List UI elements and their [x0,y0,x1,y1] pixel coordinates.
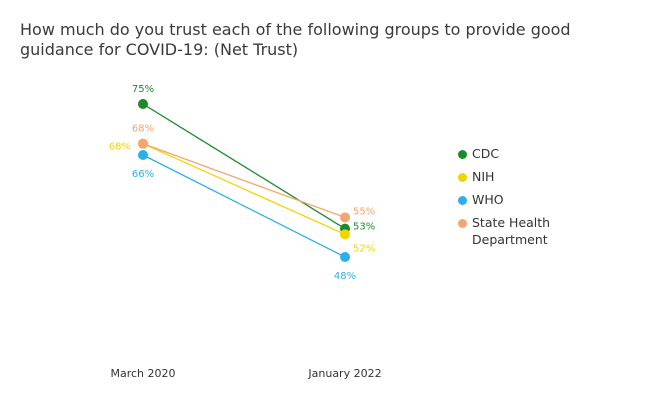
legend-item: CDC [458,145,578,162]
legend-marker [458,150,467,159]
legend-label: WHO [472,192,504,207]
legend-marker [458,219,467,228]
x-tick-label: January 2022 [307,367,381,380]
value-label: 66% [132,169,154,180]
legend-label: CDC [472,146,500,161]
value-label: 55% [353,206,375,217]
series-line [142,143,346,235]
series-line [142,154,346,258]
value-label: 75% [132,84,154,95]
value-label: 68% [132,124,154,135]
x-tick-label: March 2020 [110,367,175,380]
data-point [340,229,350,240]
legend-item: State Health Department [458,214,578,248]
value-label: 53% [353,222,375,233]
series-line [142,143,346,218]
value-label: 68% [109,142,131,153]
value-label: 52% [353,243,375,254]
legend-item: NIH [458,168,578,185]
value-label: 48% [334,271,356,282]
data-point [138,99,148,109]
series-line [142,103,346,230]
data-point [138,150,148,160]
data-point [340,212,350,223]
legend-marker [458,173,467,182]
legend-label: NIH [472,169,495,184]
data-point [340,252,350,262]
data-point [138,138,148,149]
legend: CDC NIH WHO State Health Department [458,145,578,254]
chart-title: How much do you trust each of the follow… [20,20,571,59]
legend-label: State Health Department [472,215,551,247]
legend-item: WHO [458,191,578,208]
legend-marker [458,196,467,205]
